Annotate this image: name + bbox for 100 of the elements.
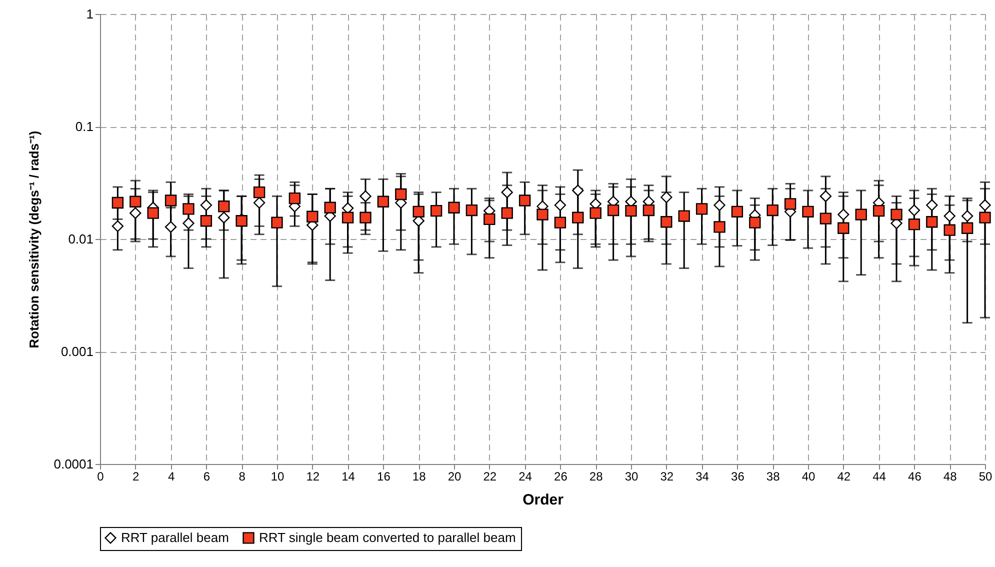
- point: [112, 220, 124, 232]
- point: [412, 206, 424, 218]
- x-tick-label: 22: [483, 470, 497, 484]
- point: [253, 196, 266, 209]
- point: [200, 215, 212, 227]
- point: [377, 196, 390, 208]
- point: [164, 221, 177, 233]
- point: [253, 186, 266, 198]
- x-tick-label: 16: [377, 470, 391, 484]
- x-tick-label: 26: [554, 470, 568, 484]
- point: [820, 212, 832, 224]
- y-tick-label: 1: [86, 6, 94, 22]
- point: [890, 208, 902, 220]
- point: [147, 207, 159, 219]
- point: [908, 204, 920, 216]
- legend-label: RRT single beam converted to parallel beam: [259, 530, 516, 545]
- point: [696, 203, 708, 215]
- point: [484, 213, 496, 226]
- point: [448, 202, 460, 214]
- x-tick-label: 18: [412, 470, 426, 484]
- point: [872, 204, 885, 217]
- x-tick-label: 32: [660, 470, 674, 484]
- point: [501, 207, 513, 219]
- x-tick-label: 46: [908, 470, 922, 484]
- x-tick-label: 30: [624, 470, 638, 484]
- y-tick-label: 0.1: [75, 119, 94, 134]
- point: [164, 194, 177, 206]
- point: [802, 206, 814, 218]
- point: [182, 203, 194, 215]
- point: [607, 204, 620, 216]
- point: [360, 190, 372, 202]
- point: [979, 212, 991, 224]
- point: [678, 210, 690, 222]
- point: [306, 210, 318, 222]
- point: [466, 204, 478, 216]
- point: [714, 199, 726, 211]
- point: [324, 202, 336, 214]
- point: [130, 196, 142, 208]
- x-tick-label: 20: [448, 470, 462, 484]
- point: [660, 191, 672, 204]
- x-tick-label: 50: [978, 470, 992, 484]
- point: [714, 221, 726, 233]
- point: [926, 216, 938, 228]
- x-tick-label: 28: [589, 470, 604, 484]
- point: [360, 212, 372, 224]
- point: [766, 204, 778, 216]
- x-tick-label: 14: [342, 470, 356, 484]
- point: [572, 212, 584, 224]
- point: [926, 199, 938, 211]
- point: [908, 218, 920, 230]
- y-tick-label: 0.001: [60, 344, 94, 359]
- x-tick-label: 40: [802, 470, 816, 484]
- point: [430, 204, 442, 217]
- point: [660, 216, 672, 228]
- point: [625, 204, 637, 217]
- point: [572, 184, 584, 196]
- point: [200, 199, 212, 211]
- point: [642, 204, 655, 216]
- point: [961, 210, 974, 222]
- point: [944, 210, 956, 222]
- point: [218, 200, 230, 212]
- y-tick-label: 0.01: [68, 232, 94, 246]
- point: [749, 216, 761, 228]
- point: [271, 216, 283, 228]
- point: [536, 208, 548, 220]
- x-tick-label: 0: [97, 470, 104, 484]
- point: [820, 190, 832, 202]
- y-tick-label: 0.0001: [54, 456, 94, 472]
- point: [961, 222, 974, 234]
- point: [979, 199, 991, 211]
- x-tick-label: 8: [238, 470, 246, 484]
- point: [182, 217, 194, 230]
- point: [554, 199, 566, 211]
- point: [395, 188, 407, 200]
- point: [838, 208, 850, 220]
- point: [218, 212, 230, 224]
- x-tick-label: 48: [943, 470, 958, 484]
- legend-label: RRT parallel beam: [121, 530, 229, 545]
- x-tick-label: 44: [872, 470, 886, 484]
- x-axis-title: Order: [522, 492, 564, 508]
- point: [944, 224, 956, 236]
- x-tick-label: 38: [766, 470, 780, 484]
- point: [731, 206, 744, 218]
- point: [342, 212, 354, 224]
- point: [130, 207, 142, 219]
- x-tick-label: 4: [168, 470, 175, 484]
- x-tick-label: 12: [306, 470, 320, 484]
- x-tick-label: 10: [270, 470, 284, 484]
- x-tick-label: 34: [696, 470, 710, 484]
- point: [838, 222, 850, 234]
- point: [501, 186, 513, 198]
- point: [784, 198, 796, 210]
- x-tick-label: 6: [203, 470, 210, 484]
- y-axis-title: Rotation sensitivity (degs⁻¹ / rads⁻¹): [26, 130, 42, 348]
- x-tick-label: 2: [132, 470, 140, 484]
- point: [112, 196, 124, 209]
- point: [554, 216, 566, 228]
- point: [590, 207, 602, 219]
- point: [855, 208, 867, 220]
- x-tick-label: 36: [731, 470, 745, 484]
